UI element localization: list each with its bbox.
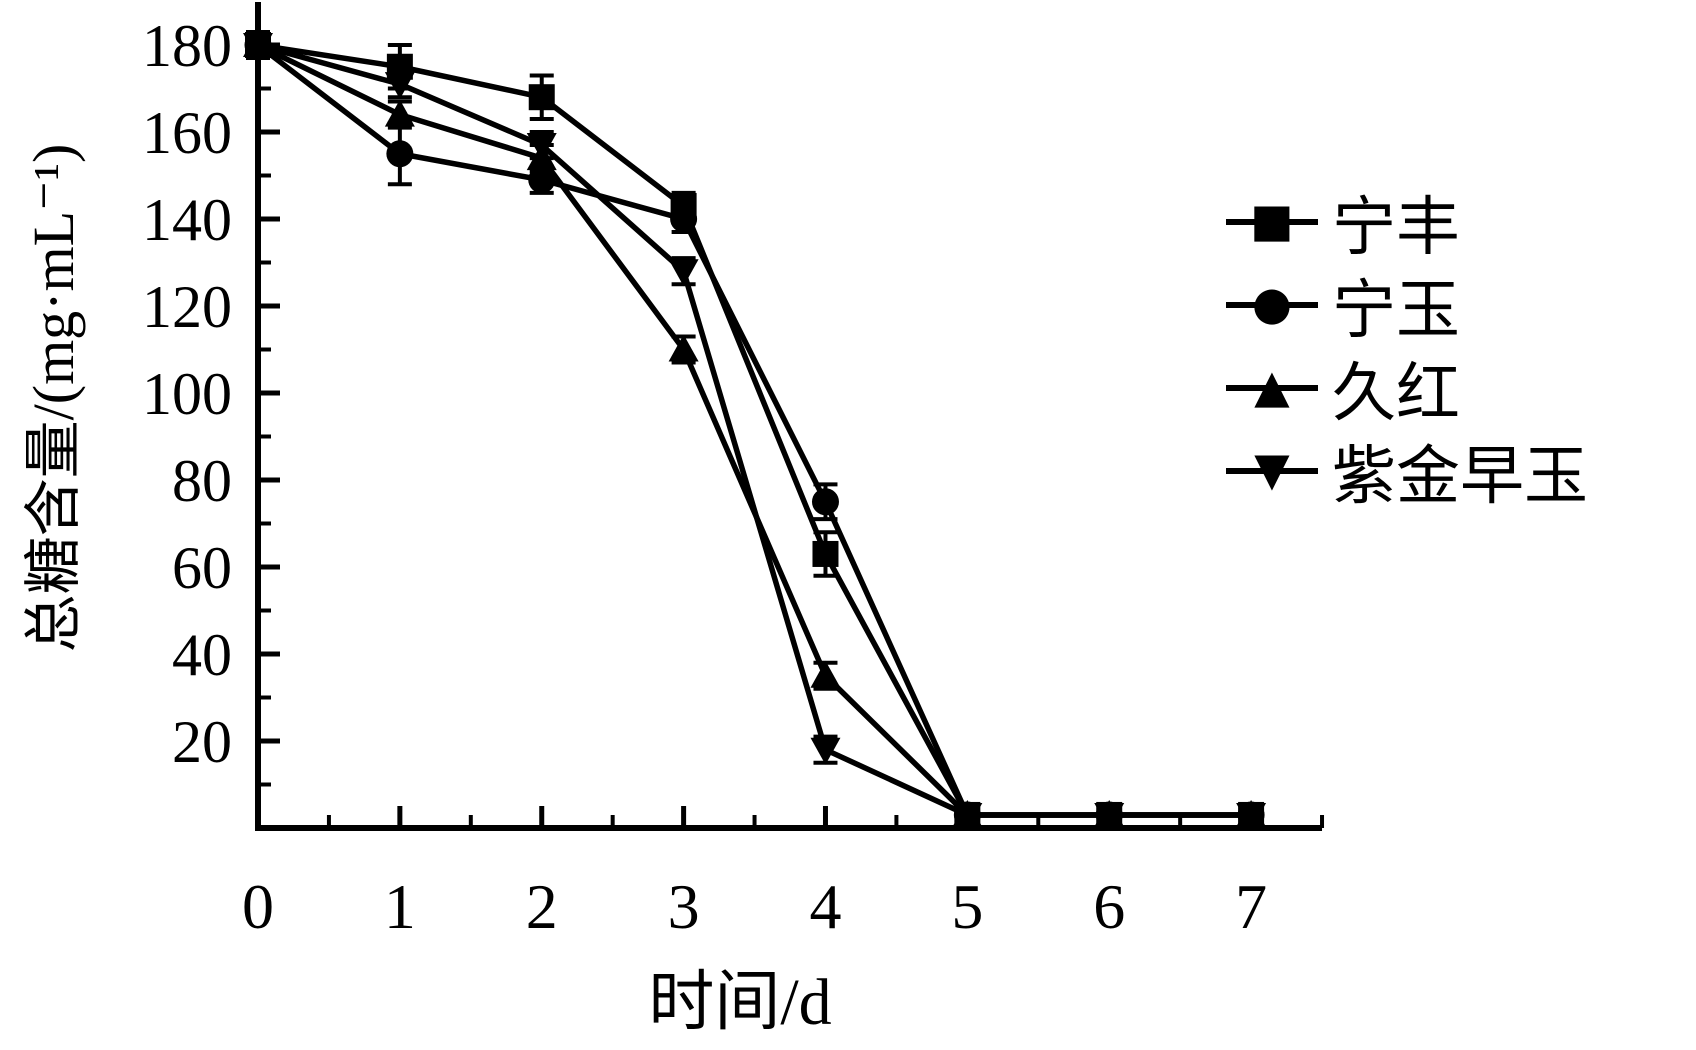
triangle-up-marker-icon — [384, 99, 415, 127]
series-3-line — [257, 42, 1252, 818]
legend-label: 久红 — [1332, 357, 1460, 429]
circle-marker-icon — [386, 140, 414, 168]
y-tick-label: 160 — [142, 100, 232, 166]
circle-marker-icon — [811, 488, 839, 516]
triangle-down-marker-icon — [952, 802, 983, 830]
x-tick-label: 3 — [668, 871, 700, 942]
triangle-up-marker-icon — [668, 334, 699, 362]
triangle-down-marker-icon: ▼ — [1254, 441, 1290, 496]
legend: ■ 宁丰 ● 宁玉 ▲ 久红 ▼ 紫金早玉 — [1226, 180, 1588, 512]
triangle-down-marker-icon — [1094, 802, 1125, 830]
x-tick-label: 7 — [1235, 871, 1267, 942]
legend-item: ■ 宁丰 — [1226, 180, 1588, 263]
legend-label: 宁丰 — [1332, 191, 1460, 263]
y-axis-title: 总糖含量/(mg·mL⁻¹) — [21, 143, 86, 653]
triangle-down-marker-icon — [243, 33, 273, 60]
square-marker-icon — [528, 84, 555, 111]
triangle-down-marker-icon — [1236, 802, 1267, 830]
y-tick-label: 100 — [142, 361, 232, 427]
triangle-down-marker-icon — [384, 72, 415, 100]
square-marker-icon — [812, 540, 839, 567]
square-marker-icon: ■ — [1250, 192, 1294, 247]
legend-item: ▲ 久红 — [1226, 346, 1588, 429]
y-tick-label: 120 — [142, 274, 232, 340]
triangle-down-marker-icon — [526, 133, 557, 161]
legend-item: ▼ 紫金早玉 — [1226, 429, 1588, 512]
x-tick-label: 5 — [951, 871, 983, 942]
y-tick-label: 60 — [172, 535, 232, 601]
legend-sample-line: ■ — [1226, 180, 1318, 263]
y-tick-label: 180 — [142, 13, 232, 79]
circle-marker-icon: ● — [1251, 275, 1293, 330]
x-axis-title: 时间/d — [648, 966, 832, 1039]
x-tick-label: 1 — [384, 871, 416, 942]
y-tick-label: 20 — [172, 709, 232, 775]
y-tick-label: 40 — [172, 622, 232, 688]
triangle-down-marker-icon — [810, 737, 841, 765]
triangle-up-marker-icon: ▲ — [1254, 358, 1290, 413]
legend-item: ● 宁玉 — [1226, 263, 1588, 346]
legend-label: 紫金早玉 — [1332, 440, 1588, 512]
legend-label: 宁玉 — [1332, 274, 1460, 346]
x-tick-label: 2 — [526, 871, 558, 942]
circle-marker-icon — [670, 205, 698, 233]
y-tick-label: 140 — [142, 187, 232, 253]
legend-sample-line: ▲ — [1226, 346, 1318, 429]
x-tick-label: 4 — [809, 871, 841, 942]
triangle-up-marker-icon — [810, 660, 841, 688]
legend-sample-line: ▼ — [1226, 429, 1318, 512]
x-tick-label: 6 — [1093, 871, 1125, 942]
triangle-down-marker-icon — [668, 259, 699, 287]
x-tick-label: 0 — [242, 871, 274, 942]
y-tick-label: 80 — [172, 448, 232, 514]
legend-sample-line: ● — [1226, 263, 1318, 346]
